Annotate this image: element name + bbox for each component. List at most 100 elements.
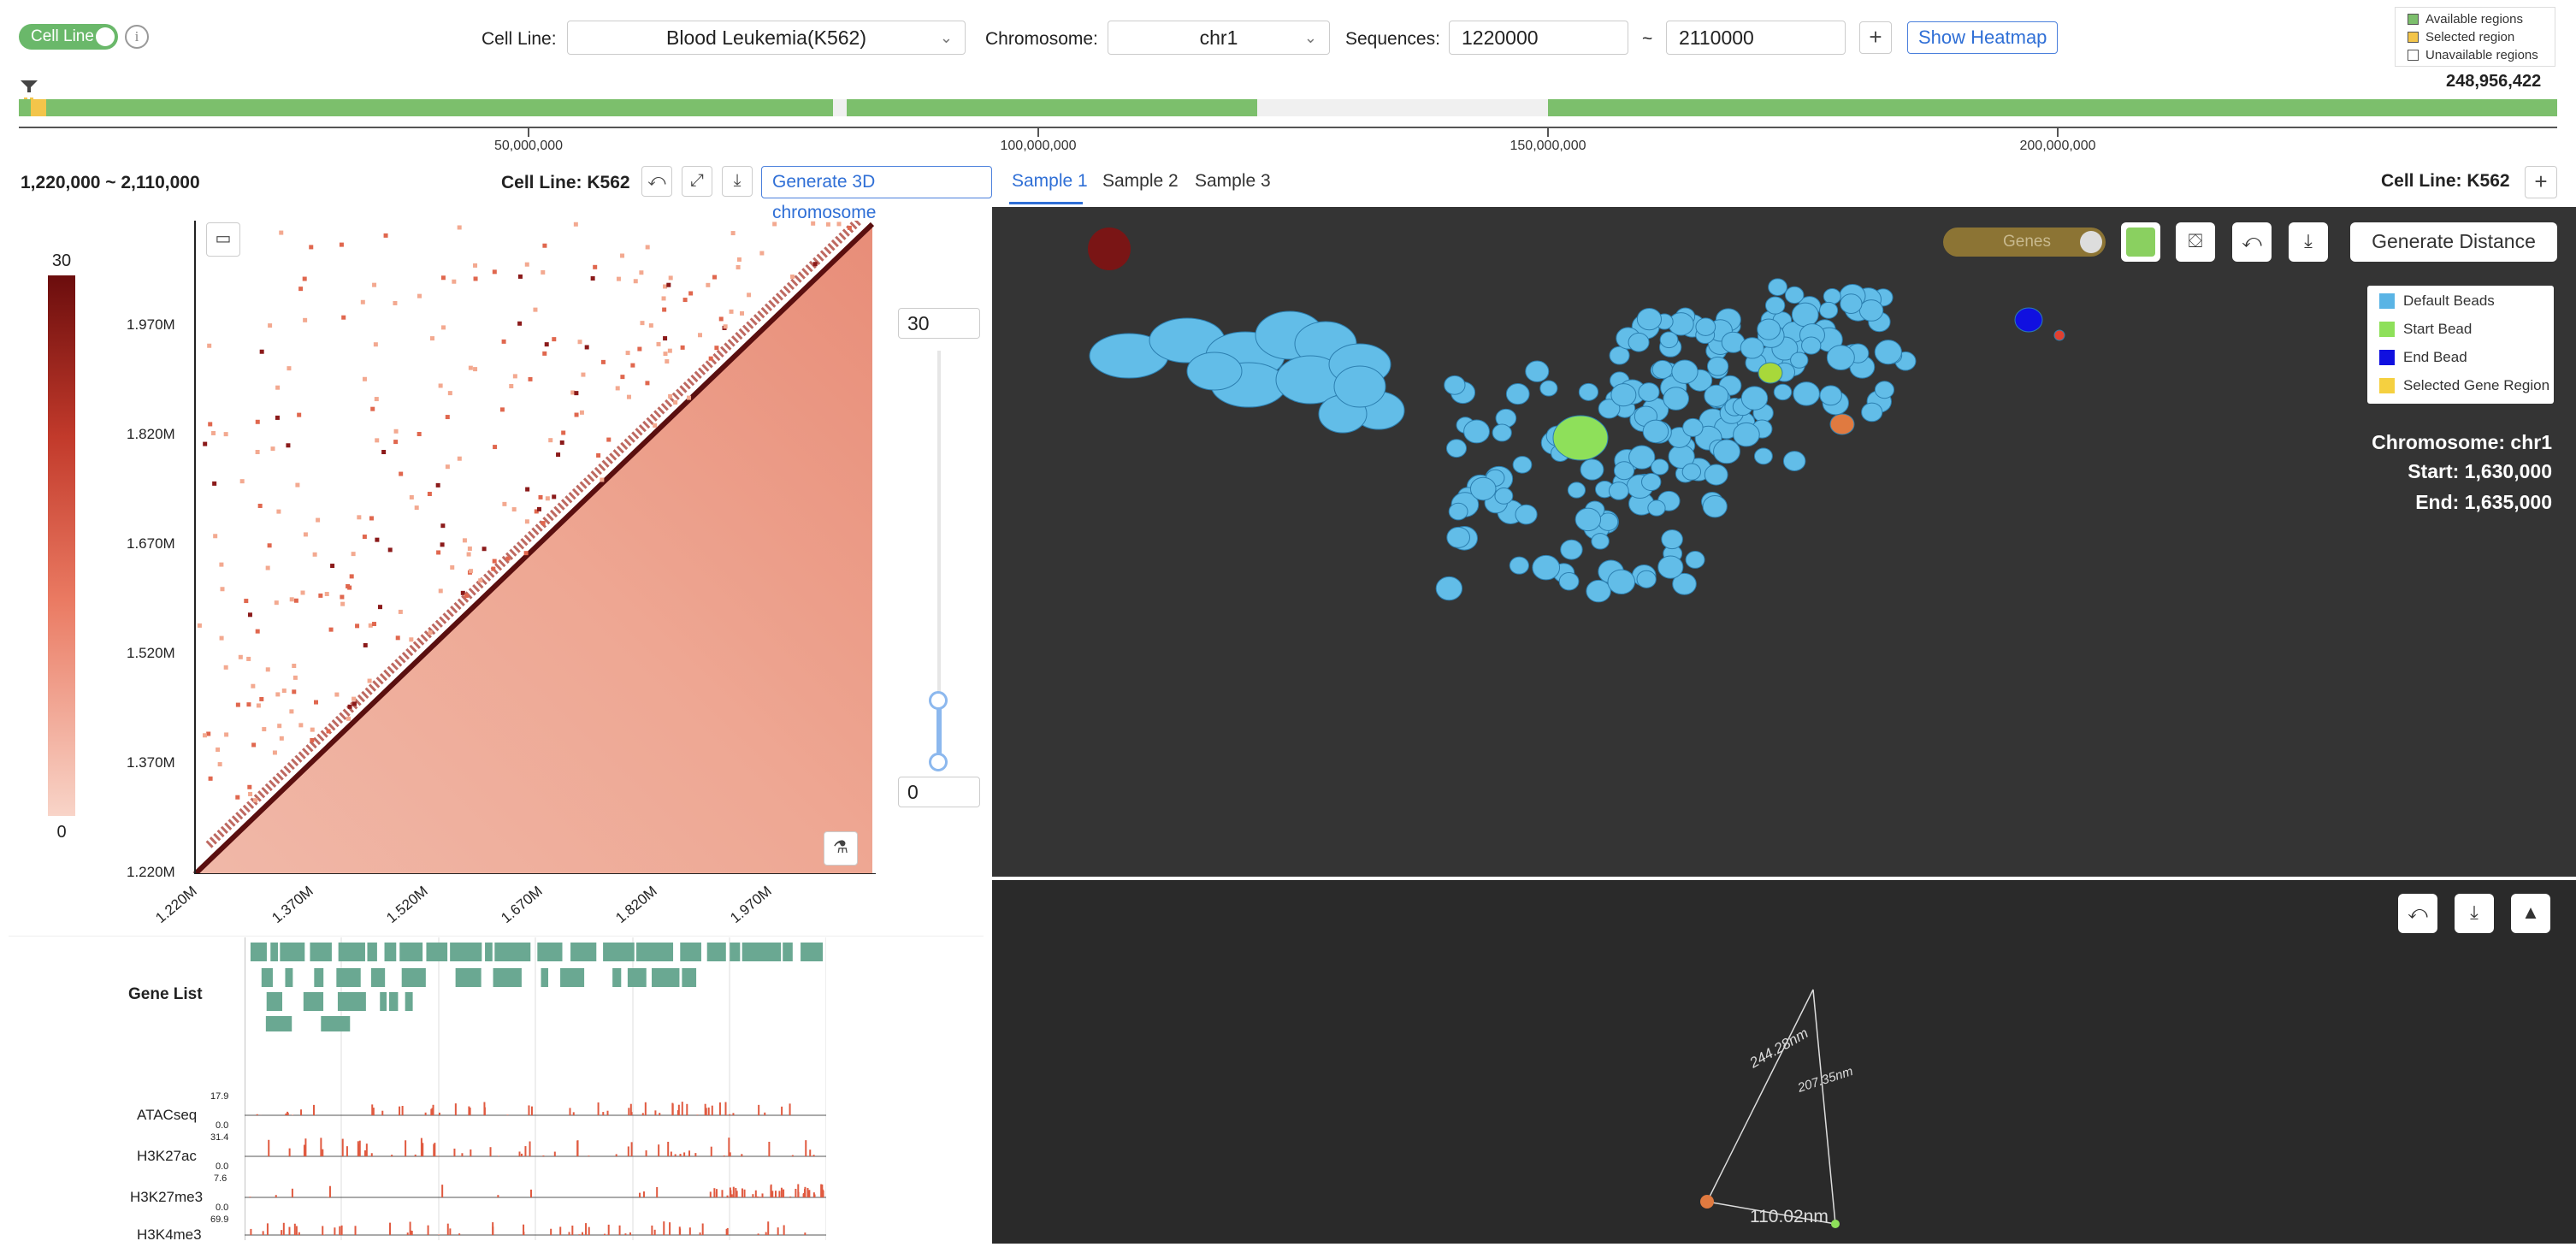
chromosome-track[interactable] [19, 99, 2557, 116]
signal-bar [312, 1104, 315, 1115]
signal-bar [778, 1191, 781, 1197]
signal-bar [659, 1113, 661, 1115]
contact-cell [665, 359, 670, 364]
show-heatmap-button[interactable]: Show Heatmap [1907, 21, 2059, 54]
bead-structure[interactable] [992, 207, 2576, 877]
contact-cell [347, 585, 352, 590]
generate-3d-button[interactable]: Generate 3D chromosome [761, 166, 992, 222]
y-tick: 1.970M [127, 316, 175, 333]
bead [1663, 387, 1689, 411]
contact-cell [207, 343, 212, 348]
download-icon[interactable]: ⤓ [2289, 222, 2328, 262]
info-icon[interactable]: i [125, 25, 149, 49]
slider-min-handle[interactable] [929, 753, 948, 771]
generate-distance-button[interactable]: Generate Distance [2350, 222, 2557, 262]
download-icon[interactable]: ⤓ [2455, 894, 2494, 933]
download-icon[interactable]: ⤓ [722, 166, 753, 197]
signal-bar [354, 1226, 357, 1235]
contact-cell [316, 517, 321, 523]
screen-icon[interactable]: ▭ [206, 222, 240, 257]
gene-tracks[interactable] [245, 937, 826, 1240]
signal-bar [288, 1148, 291, 1156]
signal-bar [414, 1154, 417, 1156]
contact-cell [663, 284, 668, 289]
gene-bar [336, 968, 361, 987]
contact-cell [663, 352, 668, 357]
contact-cell [257, 503, 263, 508]
gene-bar [321, 1016, 351, 1031]
gene-bar [337, 992, 366, 1011]
signal-bar [389, 1222, 392, 1235]
reset-icon[interactable]: ⤺ [2398, 894, 2437, 933]
slider-max-handle[interactable] [929, 691, 948, 710]
add-sequence-button[interactable]: + [1859, 21, 1892, 54]
bead [1753, 447, 1773, 465]
bead [1607, 569, 1636, 595]
viewer-cell-line-label: Cell Line: [2381, 171, 2462, 191]
reset-icon[interactable]: ⤺ [2232, 222, 2272, 262]
chromosome-select[interactable]: chr1 ⌄ [1108, 21, 1330, 55]
contact-cell [369, 516, 374, 521]
signal-bar [365, 1144, 368, 1156]
tab-sample-3[interactable]: Sample 3 [1195, 171, 1271, 191]
signal-bar [723, 1155, 725, 1156]
contact-cell [534, 509, 539, 514]
fullscreen-icon[interactable]: ⤢ [682, 166, 712, 197]
distance-viewer[interactable]: ⤺ ⤓ ▲ 244.28nm 207.35nm 110.02nm [992, 880, 2576, 1244]
bead [1793, 381, 1820, 406]
cell-line-toggle[interactable]: Cell Line [19, 24, 118, 50]
bead [1823, 288, 1841, 305]
signal-bar [820, 1184, 823, 1197]
gene-bar [494, 943, 531, 961]
contact-cell [668, 393, 673, 399]
signal-bar [518, 1151, 521, 1156]
signal-bar [804, 1232, 806, 1235]
contact-cell [545, 496, 550, 501]
signal-bar [789, 1103, 791, 1115]
signal-bar [724, 1102, 727, 1115]
contact-cell [517, 321, 523, 326]
contact-cell [457, 456, 462, 461]
sequence-start-input[interactable]: 1220000 [1449, 21, 1628, 55]
3d-viewer[interactable]: Genes ⛋ ⤺ ⤓ Generate Distance Default Be… [992, 207, 2576, 877]
legend-item: End Bead [2379, 349, 2467, 366]
bead [1858, 299, 1884, 322]
reset-icon[interactable]: ⤺ [641, 166, 672, 197]
gene-bar [783, 943, 793, 961]
bead [1445, 439, 1468, 458]
signal-bar [432, 1104, 434, 1115]
collapse-icon[interactable]: ▲ [2511, 894, 2550, 933]
genes-toggle[interactable]: Genes [1943, 228, 2106, 257]
flask-icon[interactable]: ⚗ [824, 831, 858, 866]
signal-bar [654, 1110, 657, 1115]
gene-bar [426, 943, 448, 961]
contact-cell [303, 317, 308, 322]
gene-bar [682, 968, 697, 987]
slider-rail[interactable] [937, 351, 941, 761]
tab-sample-1[interactable]: Sample 1 [1012, 171, 1088, 191]
contact-cell [267, 543, 272, 548]
chevron-down-icon: ⌄ [1303, 29, 1317, 46]
bead [1492, 423, 1512, 442]
signal-bar [339, 1226, 341, 1235]
contact-cell [279, 736, 284, 741]
bead-settings-icon[interactable]: ⛋ [2176, 222, 2215, 262]
y-tick: 1.520M [127, 645, 175, 661]
tab-sample-2[interactable]: Sample 2 [1102, 171, 1179, 191]
contact-cell [593, 264, 598, 269]
contact-cell [253, 798, 258, 803]
signal-bar [718, 1102, 721, 1115]
bead [1657, 555, 1684, 579]
signal-bar [730, 1190, 732, 1197]
cell-line-select[interactable]: Blood Leukemia(K562) ⌄ [567, 21, 966, 55]
sequence-end-input[interactable]: 2110000 [1666, 21, 1846, 55]
sequences-label: Sequences: [1345, 29, 1440, 49]
contact-heatmap[interactable] [192, 221, 876, 874]
min-value-input[interactable]: 0 [898, 777, 980, 807]
signal-bar [768, 1141, 771, 1156]
contact-cell [559, 440, 564, 446]
max-value-input[interactable]: 30 [898, 308, 980, 339]
contact-cell [387, 547, 393, 553]
add-sample-button[interactable]: + [2525, 166, 2557, 198]
color-picker-button[interactable] [2121, 222, 2160, 262]
